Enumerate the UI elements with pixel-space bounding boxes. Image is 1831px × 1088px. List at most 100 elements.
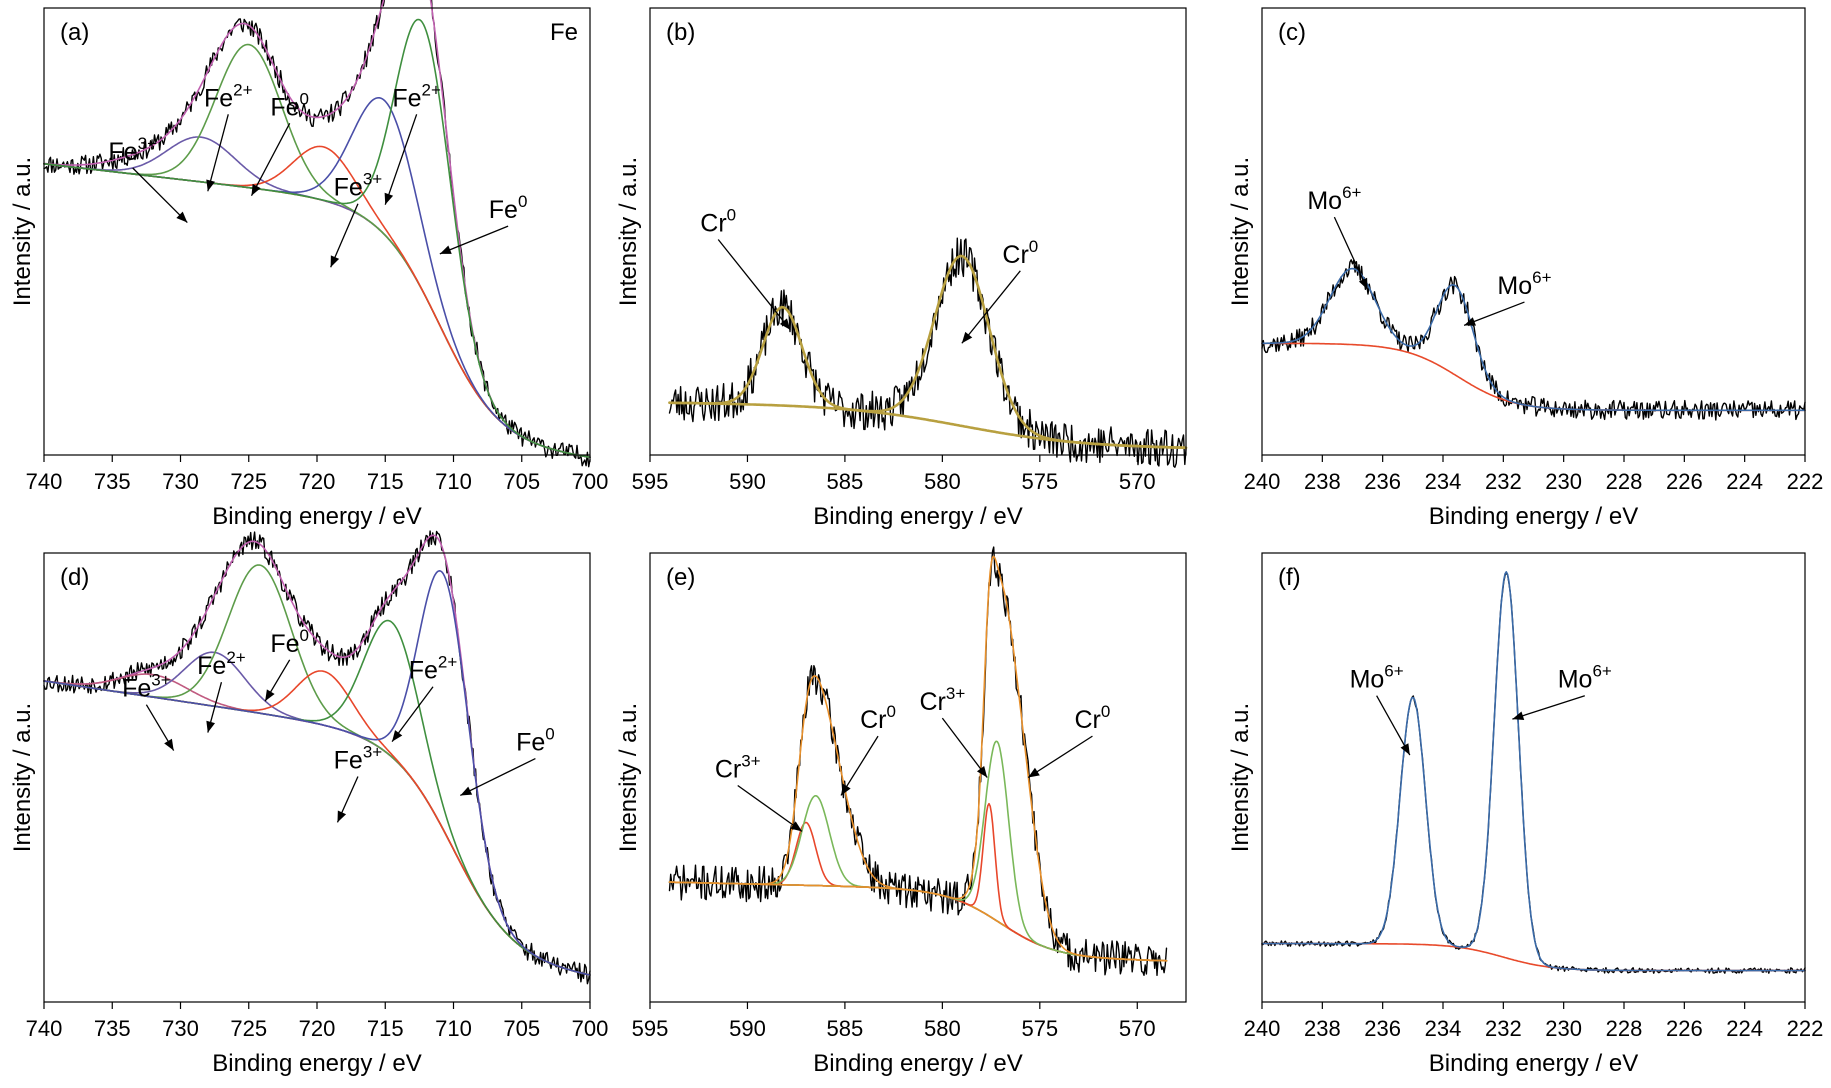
species-element: Mo: [1497, 272, 1532, 300]
x-tick-label: 224: [1726, 469, 1763, 494]
x-tick-label: 230: [1545, 469, 1582, 494]
species-oxidation-state: 0: [887, 702, 896, 721]
species-label: Cr0: [700, 206, 736, 238]
x-tick-label: 715: [367, 469, 404, 494]
annotation-arrow: [384, 114, 418, 205]
x-tick-label: 228: [1606, 469, 1643, 494]
arrowhead: [779, 318, 791, 330]
series-component-7: [43, 18, 591, 459]
series-raw-0: [43, 0, 591, 468]
panel-label: (b): [666, 19, 695, 46]
x-tick-label: 236: [1364, 1016, 1401, 1041]
x-axis-label: Binding energy / eV: [813, 1050, 1022, 1077]
x-tick-label: 226: [1666, 469, 1703, 494]
arrowhead: [439, 245, 452, 254]
series-component-5: [43, 564, 591, 976]
species-oxidation-state: 2+: [226, 648, 245, 667]
arrowhead: [265, 689, 275, 702]
species-label: Fe3+: [108, 134, 157, 166]
x-tick-label: 570: [1119, 1016, 1156, 1041]
arrowhead: [384, 192, 394, 205]
plot-frame: [649, 7, 1187, 456]
annotation-arrow: [330, 203, 359, 268]
x-axis-label: Binding energy / eV: [1429, 1050, 1638, 1077]
series-component-4: [668, 254, 1188, 450]
y-axis-label: Intensity / a.u.: [615, 703, 642, 852]
annotation-arrow: [132, 167, 188, 224]
arrowhead: [1028, 767, 1040, 778]
panel-label: (f): [1278, 564, 1301, 591]
species-oxidation-state: 6+: [1592, 662, 1611, 681]
arrowhead: [790, 821, 803, 832]
species-element: Fe: [489, 196, 518, 224]
x-tick-label: 730: [162, 469, 199, 494]
panel-5: 240 238 236 234 232 230 228 226 224 222 Binding en…: [1227, 552, 1824, 1077]
species-element: Fe: [122, 675, 151, 703]
series-component-3: [43, 136, 591, 459]
species-label: Fe3+: [334, 170, 383, 202]
series-component-4: [43, 43, 591, 459]
plot-frame: [1261, 552, 1806, 1003]
species-element: Cr: [919, 688, 945, 716]
x-tick-label: 232: [1485, 469, 1522, 494]
species-label: Mo6+: [1307, 183, 1361, 215]
x-tick-label: 585: [827, 469, 864, 494]
annotation-arrow: [717, 239, 791, 331]
species-oxidation-state: 3+: [138, 134, 157, 153]
x-tick-label: 228: [1606, 1016, 1643, 1041]
x-tick-label: 224: [1726, 1016, 1763, 1041]
x-tick-label: 720: [299, 469, 336, 494]
species-label: Fe3+: [334, 743, 383, 775]
annotation-arrow: [941, 717, 988, 778]
series-component-5: [43, 145, 591, 459]
panel-1: 595 590 585 580 575 570 Binding energy / eV Int…: [615, 7, 1188, 530]
panel-3: 740 735 730 725 720 715 710 705 700 Binding energ…: [9, 530, 608, 1077]
x-tick-label: 580: [924, 469, 961, 494]
x-tick-label: 232: [1485, 1016, 1522, 1041]
species-element: Cr: [715, 756, 741, 784]
arrowhead: [251, 183, 261, 196]
arrowhead: [1400, 743, 1410, 756]
series-raw-0: [668, 546, 1168, 976]
annotation-arrow: [207, 114, 229, 192]
arrowhead: [460, 786, 473, 796]
species-element: Mo: [1307, 187, 1342, 215]
species-label: Cr0: [860, 702, 896, 734]
species-label: Cr0: [1075, 702, 1111, 734]
arrowhead: [392, 730, 403, 742]
x-tick-label: 570: [1119, 469, 1156, 494]
x-tick-label: 238: [1304, 1016, 1341, 1041]
series-envelope-1: [43, 534, 591, 976]
series-background-1: [1261, 942, 1806, 972]
annotation-arrow: [1376, 695, 1411, 756]
species-element: Cr: [1002, 241, 1028, 269]
species-element: Fe: [334, 174, 363, 202]
species-oxidation-state: 3+: [363, 170, 382, 189]
x-tick-label: 705: [503, 1016, 540, 1041]
x-tick-label: 575: [1021, 1016, 1058, 1041]
annotation-arrow: [961, 270, 1021, 344]
species-label: Fe0: [516, 725, 555, 757]
x-axis-label: Binding energy / eV: [1429, 503, 1638, 530]
x-tick-label: 710: [435, 1016, 472, 1041]
species-element: Mo: [1558, 666, 1593, 694]
x-tick-label: 720: [299, 1016, 336, 1041]
arrowhead: [1358, 277, 1368, 290]
series-component-3: [668, 305, 1188, 450]
x-tick-label: 238: [1304, 469, 1341, 494]
panel-label: (d): [60, 564, 89, 591]
x-tick-label: 230: [1545, 1016, 1582, 1041]
arrowhead: [1464, 317, 1476, 326]
species-element: Mo: [1350, 666, 1385, 694]
series-component-7: [668, 555, 1168, 962]
series-component-2: [1261, 570, 1806, 972]
series-raw-0: [1261, 572, 1806, 974]
species-label: Fe2+: [392, 80, 441, 112]
x-tick-label: 222: [1787, 1016, 1824, 1041]
arrowhead: [841, 783, 851, 796]
annotation-arrow: [840, 735, 879, 796]
x-tick-label: 705: [503, 469, 540, 494]
y-axis-label: Intensity / a.u.: [9, 157, 36, 306]
series-component-2: [1261, 267, 1806, 412]
panel-0: 740 735 730 725 720 715 710 705 700 Binding energ…: [9, 0, 608, 530]
